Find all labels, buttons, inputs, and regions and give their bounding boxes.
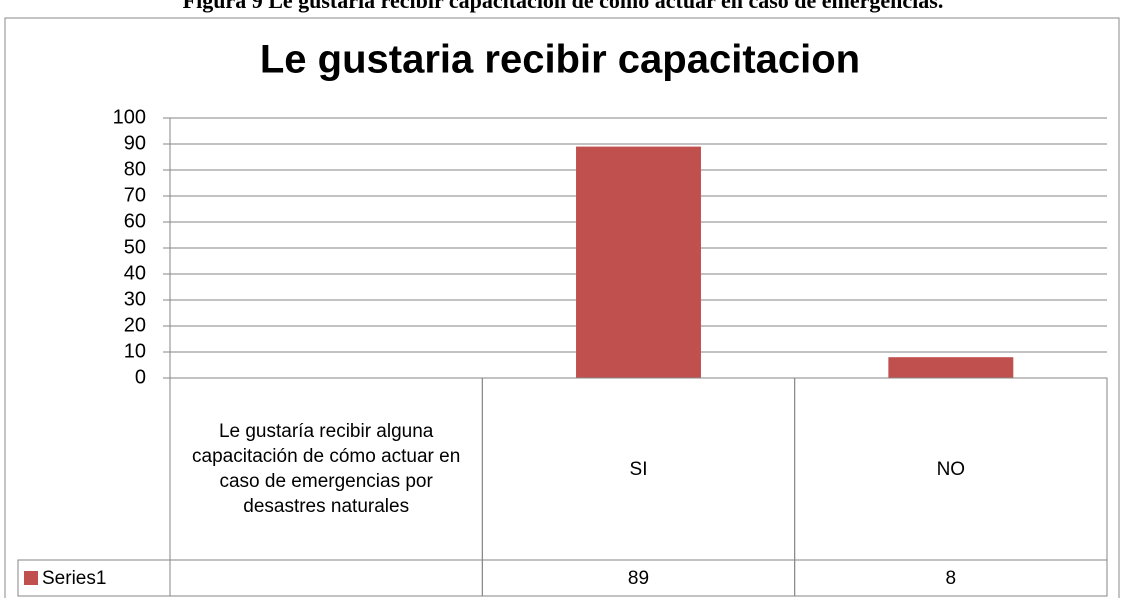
y-tick-label: 60	[124, 210, 146, 232]
table-cell-border	[794, 559, 1108, 597]
figure-caption: Figura 9 Le gustaria recibir capacitacio…	[182, 0, 944, 13]
y-tick-label: 80	[124, 158, 146, 180]
y-tick-label: 50	[124, 236, 146, 258]
category-label: NO	[936, 458, 966, 480]
table-value: 8	[945, 567, 957, 589]
legend-swatch	[24, 571, 38, 585]
table-value	[170, 560, 482, 596]
chart-frame	[4, 17, 1120, 598]
y-tick-label: 30	[124, 288, 146, 310]
y-tick-label: 20	[124, 314, 146, 336]
y-tick-label: 70	[124, 184, 146, 206]
category-label: Le gustaría recibir alguna capacitación …	[192, 421, 461, 517]
y-tick-label: 0	[135, 366, 146, 388]
bar	[576, 146, 701, 378]
legend-label: Series1	[42, 568, 106, 589]
category-label: SI	[629, 458, 648, 480]
y-tick-label: 40	[124, 262, 146, 284]
y-tick-label: 10	[124, 340, 146, 362]
y-tick-label: 100	[113, 106, 146, 128]
chart-title: Le gustaria recibir capacitacion	[260, 38, 860, 82]
legend-cell-border	[17, 559, 171, 597]
bar	[888, 357, 1014, 378]
y-tick-label: 90	[124, 132, 146, 154]
table-value: 89	[627, 567, 650, 589]
